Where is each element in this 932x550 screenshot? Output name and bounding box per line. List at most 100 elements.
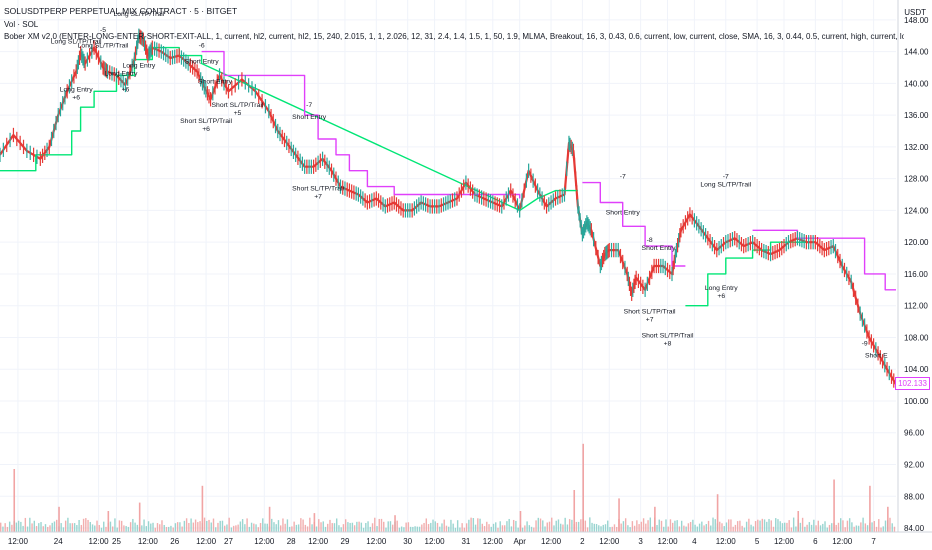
trade-label[interactable]: +6 bbox=[72, 94, 80, 101]
volume-bar bbox=[40, 522, 42, 532]
volume-bar bbox=[230, 527, 233, 532]
volume-bar bbox=[624, 518, 627, 532]
trade-label[interactable]: Short SL/TP/Trail bbox=[624, 309, 676, 316]
volume-bar bbox=[161, 520, 163, 532]
strategy-legend[interactable]: Bober XM v2.0 (ENTER-LONG-ENTER-SHORT-EX… bbox=[4, 32, 904, 41]
symbol-title[interactable]: SOLUSDTPERP PERPETUAL MIX CONTRACT · 5 ·… bbox=[4, 6, 238, 16]
trade-label[interactable]: -5 bbox=[100, 27, 106, 34]
trade-label[interactable]: Short E bbox=[865, 352, 888, 359]
trade-label[interactable]: -7 bbox=[620, 174, 626, 181]
volume-bar bbox=[725, 522, 728, 532]
x-tick-label: 28 bbox=[287, 537, 296, 546]
price-axis[interactable]: 84.00 88.00 92.00 96.00 100.00 104.00 108.00 11… bbox=[904, 16, 929, 533]
volume-bar bbox=[6, 526, 9, 532]
volume-bar bbox=[526, 521, 528, 532]
trade-label[interactable]: -6 bbox=[199, 43, 205, 50]
volume-bar bbox=[109, 521, 112, 532]
volume-bar bbox=[246, 518, 248, 532]
trade-label[interactable]: Long Entry bbox=[122, 62, 155, 69]
volume-bar bbox=[647, 520, 649, 532]
trade-label[interactable]: Short SL/TP/Trail bbox=[292, 186, 344, 193]
volume-bar bbox=[244, 524, 246, 532]
y-tick-label: 108.00 bbox=[904, 333, 929, 342]
volume-bar bbox=[889, 517, 891, 532]
y-tick-label: 88.00 bbox=[904, 492, 925, 501]
trade-label[interactable]: +8 bbox=[664, 340, 672, 347]
volume-bar bbox=[371, 523, 374, 532]
volume-bar bbox=[748, 518, 750, 532]
trade-label[interactable]: -7 bbox=[306, 102, 312, 109]
volume-legend[interactable]: Vol · SOL bbox=[4, 20, 39, 29]
volume-bar bbox=[0, 522, 2, 532]
trade-label[interactable]: Short SL/TP/Trail bbox=[180, 118, 232, 125]
y-tick-label: 84.00 bbox=[904, 524, 925, 533]
trail-stop-series bbox=[0, 46, 578, 212]
trade-label[interactable]: Short Entry bbox=[606, 209, 641, 216]
trade-label[interactable]: Long Entry bbox=[60, 86, 93, 93]
trade-label[interactable]: +6 bbox=[122, 86, 130, 93]
volume-bar bbox=[667, 526, 669, 532]
volume-bar bbox=[607, 520, 609, 532]
trade-label[interactable]: +6 bbox=[717, 293, 725, 300]
trade-label[interactable]: Short Entry bbox=[185, 59, 220, 66]
y-tick-label: 140.00 bbox=[904, 79, 929, 88]
volume-bar bbox=[250, 522, 253, 532]
time-axis[interactable]: 12:00 24 12:00 25 12:00 26 12:00 27 12:00 28 12:00… bbox=[8, 537, 876, 546]
volume-bar bbox=[844, 527, 846, 532]
trade-label[interactable]: -8 bbox=[647, 237, 653, 244]
y-tick-label: 148.00 bbox=[904, 16, 929, 25]
volume-spike bbox=[833, 479, 835, 532]
volume-bar bbox=[141, 525, 143, 532]
volume-bar bbox=[822, 523, 824, 532]
volume-bar bbox=[62, 527, 65, 532]
volume-bar bbox=[224, 525, 226, 532]
volume-bar bbox=[609, 527, 611, 532]
volume-bar bbox=[692, 519, 694, 532]
y-tick-label: 128.00 bbox=[904, 175, 929, 184]
volume-bar bbox=[8, 521, 11, 532]
volume-bar bbox=[564, 517, 566, 532]
volume-bar bbox=[123, 525, 125, 532]
trade-label[interactable]: Short SL/TP/Trail bbox=[212, 102, 264, 109]
volume-bar bbox=[506, 521, 508, 532]
trade-label[interactable]: Long SL/TP/Trail bbox=[700, 182, 751, 189]
trade-label[interactable]: Short Entry bbox=[292, 114, 327, 121]
volume-bar bbox=[378, 518, 380, 532]
trade-label[interactable]: +7 bbox=[646, 317, 654, 324]
x-tick-label: 12:00 bbox=[196, 537, 217, 546]
trade-label[interactable]: +6 bbox=[202, 126, 210, 133]
trade-label[interactable]: -9 bbox=[862, 340, 868, 347]
volume-bar bbox=[24, 517, 27, 532]
trade-label[interactable]: Short SL/TP/Trail bbox=[642, 332, 694, 339]
trade-label[interactable]: -7 bbox=[723, 174, 729, 181]
volume-bar bbox=[365, 522, 367, 532]
volume-bar bbox=[125, 526, 127, 532]
trade-label[interactable]: Long Entry bbox=[705, 285, 738, 292]
trade-label[interactable]: Short Entry bbox=[642, 245, 677, 252]
volume-bar bbox=[226, 524, 228, 532]
trade-annotations: Long Entry Long SL/TP/Trail +6 Long SL/TP/T… bbox=[51, 11, 888, 359]
trade-label[interactable]: Long SL/TP/Trail bbox=[51, 39, 102, 46]
volume-bar bbox=[430, 522, 432, 532]
trade-label[interactable]: +7 bbox=[314, 194, 322, 201]
volume-bar bbox=[878, 519, 880, 532]
volume-bar bbox=[766, 521, 768, 532]
x-tick-label: 30 bbox=[403, 537, 412, 546]
trade-label[interactable]: Long SL/TP/Trail bbox=[114, 11, 165, 18]
volume-bar bbox=[344, 519, 347, 532]
volume-bar bbox=[64, 520, 67, 532]
volume-bar bbox=[775, 518, 777, 532]
volume-bar bbox=[651, 526, 654, 532]
volume-bar bbox=[792, 517, 795, 532]
trade-label[interactable]: Long Entry bbox=[105, 70, 138, 77]
trade-label[interactable]: +5 bbox=[234, 110, 242, 117]
volume-bar bbox=[515, 520, 517, 532]
volume-bar bbox=[73, 523, 76, 532]
trade-label[interactable]: Long SL/TP/Trail bbox=[78, 43, 129, 50]
volume-spike bbox=[13, 469, 16, 532]
volume-bar bbox=[412, 526, 414, 532]
trade-label[interactable]: Short Entry bbox=[198, 78, 233, 85]
volume-bar bbox=[495, 522, 497, 532]
volume-bar bbox=[400, 526, 403, 532]
